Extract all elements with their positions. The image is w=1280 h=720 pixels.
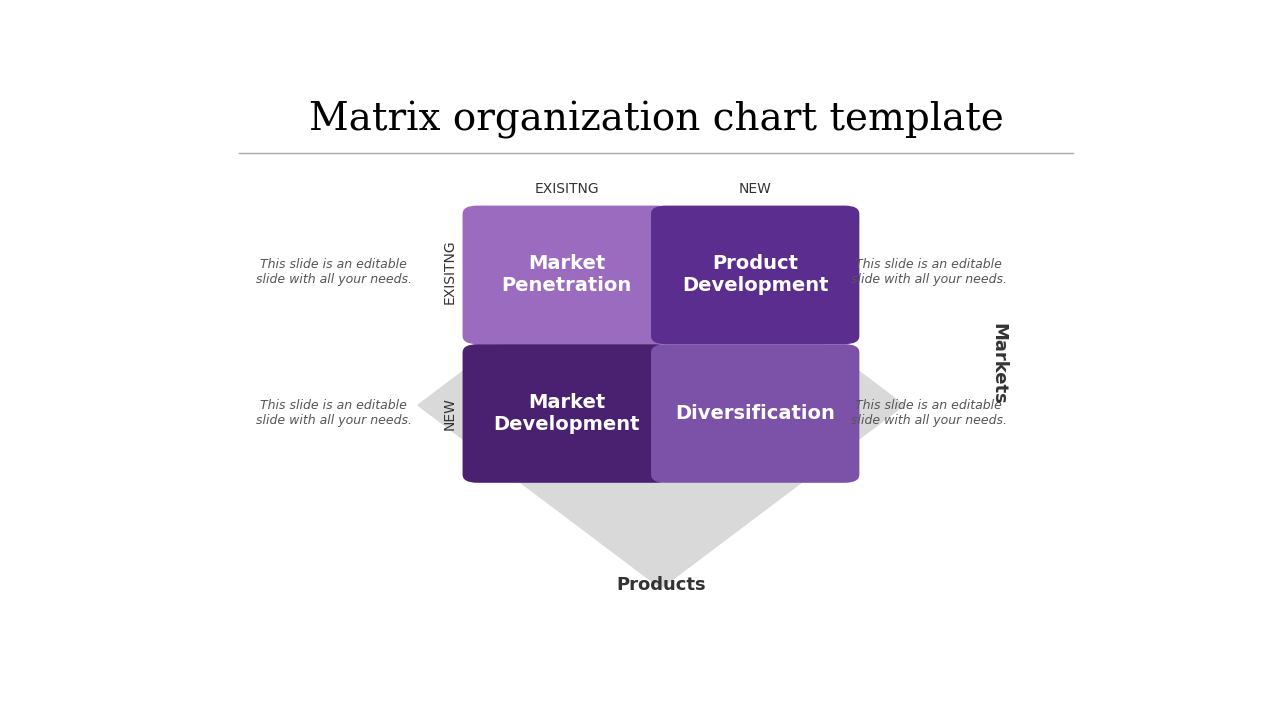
Text: This slide is an editable
slide with all your needs.: This slide is an editable slide with all… (256, 400, 412, 428)
Text: Market
Penetration: Market Penetration (502, 254, 632, 295)
Text: EXISITNG: EXISITNG (535, 182, 599, 196)
Text: EXISITNG: EXISITNG (443, 240, 457, 305)
Text: Markets: Markets (989, 323, 1007, 405)
FancyBboxPatch shape (462, 206, 671, 344)
Polygon shape (417, 222, 904, 588)
Text: Products: Products (616, 576, 705, 595)
Text: Matrix organization chart template: Matrix organization chart template (308, 101, 1004, 139)
FancyBboxPatch shape (462, 344, 671, 483)
Text: Market
Development: Market Development (494, 393, 640, 434)
Text: This slide is an editable
slide with all your needs.: This slide is an editable slide with all… (851, 400, 1007, 428)
Text: NEW: NEW (739, 182, 772, 196)
Text: NEW: NEW (443, 397, 457, 430)
FancyBboxPatch shape (652, 206, 859, 344)
FancyBboxPatch shape (652, 344, 859, 483)
Text: Product
Development: Product Development (682, 254, 828, 295)
Text: Diversification: Diversification (676, 404, 835, 423)
Text: This slide is an editable
slide with all your needs.: This slide is an editable slide with all… (256, 258, 412, 286)
Text: This slide is an editable
slide with all your needs.: This slide is an editable slide with all… (851, 258, 1007, 286)
